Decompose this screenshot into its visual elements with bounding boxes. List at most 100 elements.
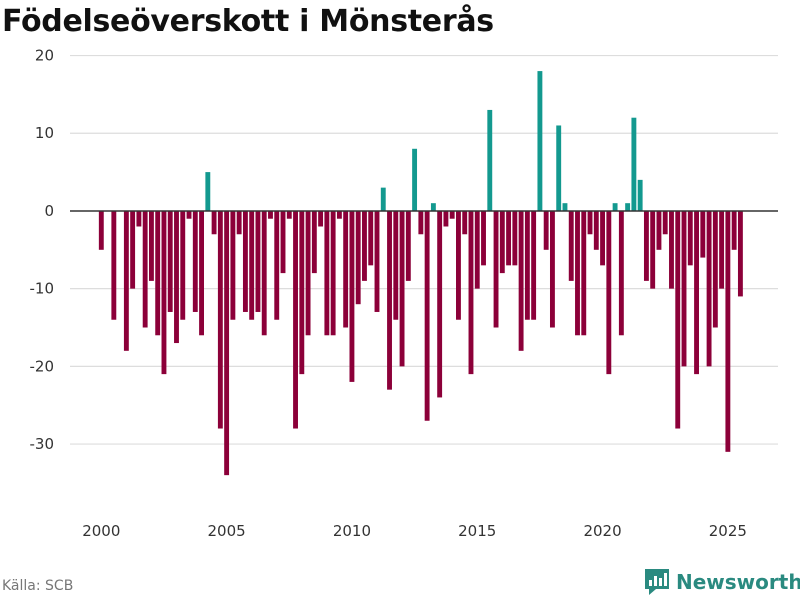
bar: [524, 210, 530, 320]
bar: [725, 210, 731, 452]
bar: [631, 117, 637, 211]
bar: [399, 210, 405, 367]
bar: [217, 210, 223, 429]
x-tick-label: 2020: [583, 522, 621, 540]
bar: [669, 210, 674, 289]
bar: [462, 210, 468, 235]
bar: [418, 210, 424, 235]
bar: [368, 210, 374, 266]
bar: [731, 210, 737, 250]
y-tick-label: -10: [30, 280, 55, 298]
y-tick-label: -30: [30, 435, 55, 453]
grid-lines: [70, 54, 778, 445]
bar: [192, 210, 198, 312]
bar: [293, 210, 298, 429]
bar: [493, 210, 499, 328]
y-tick-label: 10: [35, 124, 54, 142]
source-label: Källa: SCB: [2, 578, 74, 594]
bar: [174, 210, 179, 344]
bar: [468, 210, 474, 375]
bar: [148, 210, 154, 281]
bar: [242, 210, 248, 312]
bar: [443, 210, 449, 227]
bar: [430, 203, 436, 211]
x-tick-label: 2025: [709, 522, 747, 540]
bar: [142, 210, 148, 328]
bar: [543, 210, 549, 250]
bar: [706, 210, 712, 367]
bar: [643, 210, 649, 281]
bar: [380, 187, 386, 211]
x-tick-label: 2015: [458, 522, 496, 540]
bar: [487, 109, 493, 211]
bar: [161, 210, 167, 375]
bar: [681, 210, 687, 367]
bar: [130, 210, 136, 289]
x-tick-label: 2010: [333, 522, 371, 540]
bar: [568, 210, 574, 281]
bar: [481, 210, 486, 266]
bar: [268, 210, 273, 219]
bar: [199, 210, 204, 336]
bar: [449, 210, 455, 219]
bar: [355, 210, 361, 305]
bar: [581, 210, 587, 336]
chart-title: Födelseöverskott i Mönsterås: [2, 4, 494, 39]
bar: [186, 210, 192, 219]
bar: [537, 71, 543, 211]
bars: [98, 71, 743, 476]
bar: [236, 210, 242, 235]
y-tick-label: 0: [44, 202, 54, 220]
bar: [374, 210, 380, 312]
bar: [662, 210, 668, 235]
bar: [318, 210, 324, 227]
bar: [612, 203, 618, 211]
bar: [556, 125, 562, 211]
bar: [98, 210, 104, 250]
bar: [412, 148, 418, 211]
bar: [593, 210, 599, 250]
bar: [330, 210, 336, 336]
bar: [606, 210, 612, 375]
x-axis-ticks: 2000 2005 2010 2015 2020 2025: [82, 522, 747, 540]
bar: [437, 210, 443, 398]
bar: [506, 210, 512, 266]
bar: [180, 210, 186, 320]
bar: [393, 210, 399, 320]
bar: [700, 210, 706, 258]
bar: [136, 210, 142, 227]
x-tick-label: 2005: [208, 522, 246, 540]
bar: [274, 210, 280, 320]
bar: [205, 172, 211, 211]
x-tick-label: 2000: [82, 522, 120, 540]
bar: [249, 210, 255, 320]
bar: [424, 210, 430, 421]
bar: [387, 210, 392, 390]
bar: [211, 210, 217, 235]
bar: [562, 203, 568, 211]
bar: [286, 210, 292, 219]
bar: [123, 210, 129, 351]
newsworthy-chart-icon: [645, 569, 669, 595]
bar: [456, 210, 461, 320]
bar: [625, 203, 631, 211]
bar: [474, 210, 480, 289]
bar: [255, 210, 261, 312]
bar: [712, 210, 718, 328]
y-tick-label: -20: [30, 357, 55, 375]
bar: [111, 210, 117, 320]
bar: [299, 210, 305, 375]
bar: [656, 210, 662, 250]
bar: [618, 210, 624, 336]
bar: [587, 210, 593, 235]
bar: [737, 210, 743, 297]
bar: [343, 210, 349, 328]
bar: [637, 179, 643, 211]
y-tick-label: 20: [35, 47, 54, 65]
newsworthy-logo[interactable]: Newsworthy: [644, 568, 800, 596]
bar: [155, 210, 161, 336]
bar: [230, 210, 236, 320]
bar: [650, 210, 656, 289]
bar: [311, 210, 317, 274]
